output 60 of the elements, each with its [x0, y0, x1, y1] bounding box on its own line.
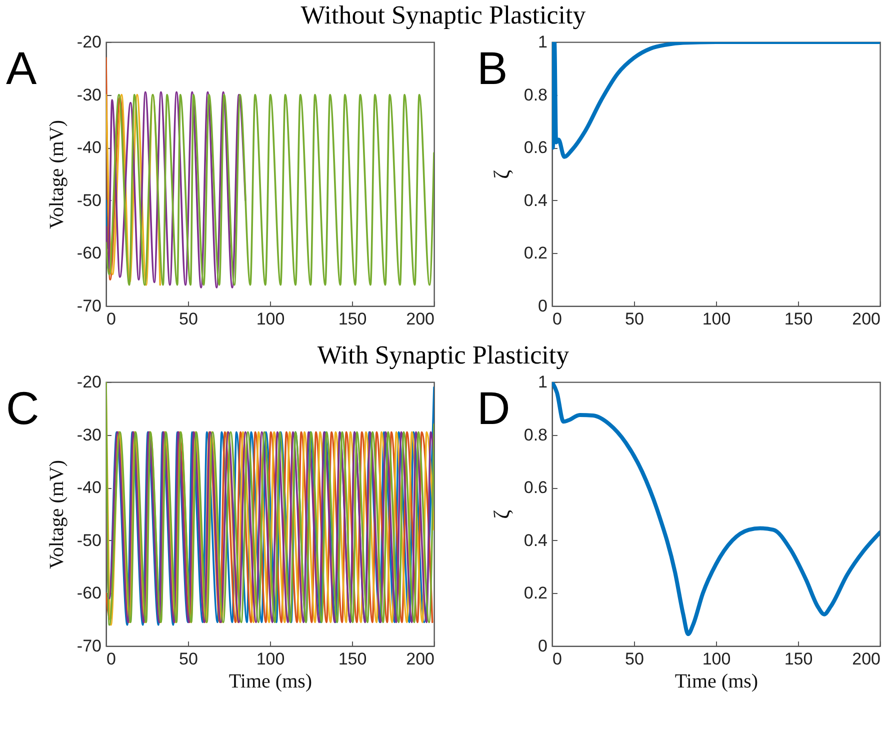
x-axis-title: Time (ms) [674, 670, 758, 692]
x-tick-label: 100 [702, 650, 731, 668]
text: A [6, 42, 37, 94]
text: B [477, 42, 508, 94]
y-tick-label: -40 [76, 478, 102, 498]
y-tick-label: 0 [538, 636, 548, 656]
y-tick-label: 0.8 [524, 85, 548, 104]
y-tick-label: 0.6 [524, 478, 548, 498]
x-tick-label: 100 [256, 650, 285, 668]
y-tick-label: 1 [538, 32, 548, 52]
x-tick-label: 50 [625, 310, 644, 328]
y-tick-label: -70 [76, 636, 102, 656]
y-tick-label: 0.4 [524, 190, 548, 210]
x-tick-label: 50 [179, 310, 198, 328]
y-tick-label: 0.4 [524, 530, 548, 550]
x-tick-label: 100 [256, 310, 285, 328]
x-tick-label: 0 [552, 310, 562, 328]
y-tick-label: -50 [76, 530, 102, 550]
chart-title: Without Synaptic Plasticity [300, 0, 586, 30]
x-tick-label: 200 [406, 310, 434, 328]
x-tick-label: 50 [625, 650, 644, 668]
line-series [106, 94, 434, 286]
y-tick-label: -20 [76, 372, 102, 392]
chart-title: With Synaptic Plasticity [317, 340, 570, 370]
x-tick-label: 200 [406, 650, 434, 668]
text: D [477, 382, 510, 434]
x-tick-label: 150 [338, 650, 367, 668]
x-tick-label: 0 [552, 650, 562, 668]
text: C [6, 382, 40, 434]
x-tick-label: 50 [179, 650, 198, 668]
y-tick-label: 0.6 [524, 138, 548, 158]
y-tick-label: 0.2 [524, 244, 548, 263]
y-tick-label: 0.2 [524, 584, 548, 603]
y-axis-title: Voltage (mV) [46, 460, 68, 570]
y-tick-label: 0.8 [524, 425, 548, 444]
y-tick-label: -60 [76, 584, 102, 603]
y-axis-title: Voltage (mV) [46, 120, 68, 230]
x-tick-label: 150 [338, 310, 367, 328]
y-axis-title: ζ [488, 510, 514, 520]
y-tick-label: -70 [76, 296, 102, 316]
y-tick-label: -40 [76, 138, 102, 158]
y-tick-label: -50 [76, 190, 102, 210]
x-tick-label: 0 [106, 310, 116, 328]
y-tick-label: -60 [76, 244, 102, 263]
y-tick-label: 1 [538, 372, 548, 392]
x-axis-title: Time (ms) [228, 670, 312, 692]
line-series [106, 91, 246, 288]
x-tick-label: 0 [106, 650, 116, 668]
y-axis-title: ζ [488, 170, 514, 180]
x-tick-label: 100 [702, 310, 731, 328]
x-tick-label: 150 [784, 650, 813, 668]
y-tick-label: 0 [538, 296, 548, 316]
x-tick-label: 150 [784, 310, 813, 328]
x-tick-label: 200 [852, 650, 880, 668]
y-tick-label: -30 [76, 425, 102, 444]
x-tick-label: 200 [852, 310, 880, 328]
line-series [552, 382, 880, 636]
y-tick-label: -30 [76, 85, 102, 104]
y-tick-label: -20 [76, 32, 102, 52]
line-series [552, 42, 880, 159]
